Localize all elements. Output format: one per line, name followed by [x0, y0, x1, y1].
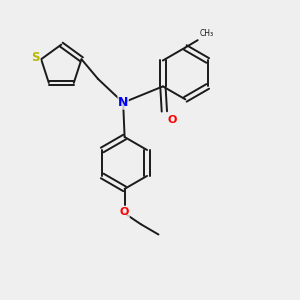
Text: O: O [168, 115, 177, 125]
Text: CH₃: CH₃ [199, 29, 213, 38]
Text: N: N [118, 96, 128, 109]
Text: O: O [120, 207, 129, 218]
Text: S: S [32, 51, 40, 64]
